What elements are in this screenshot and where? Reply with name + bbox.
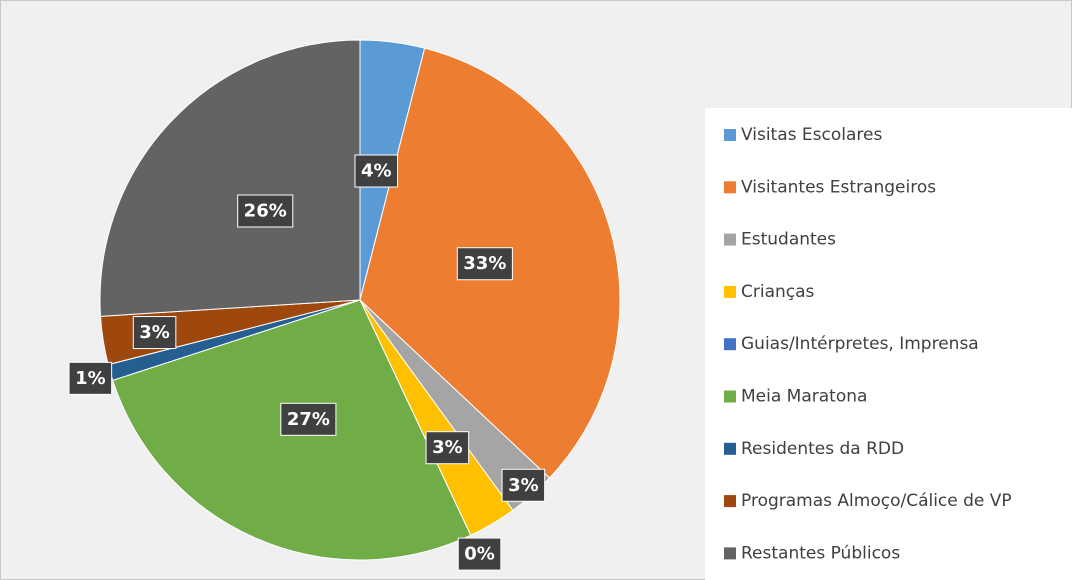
legend-label: Estudantes <box>741 230 836 250</box>
data-label-text: 3% <box>432 437 463 458</box>
legend-marker <box>724 442 736 455</box>
legend-label: Crianças <box>741 282 815 302</box>
legend-label: Residentes da RDD <box>741 439 904 459</box>
data-label-text: 3% <box>139 322 170 343</box>
legend-marker <box>724 547 736 560</box>
data-label: 3% <box>425 431 470 465</box>
data-label-text: 33% <box>463 253 506 274</box>
data-label-background <box>501 468 546 502</box>
legend-label: Meia Maratona <box>741 387 867 407</box>
legend-marker <box>724 233 736 246</box>
data-label-text: 3% <box>508 475 539 496</box>
legend-marker <box>724 495 736 508</box>
data-label: 27% <box>280 402 337 436</box>
legend-label: Visitantes Estrangeiros <box>741 177 936 197</box>
data-label-background <box>354 154 399 188</box>
legend-label: Visitas Escolares <box>741 125 882 145</box>
data-label: 26% <box>237 194 294 228</box>
data-label-background <box>425 431 470 465</box>
data-label-background <box>132 316 177 350</box>
legend-marker <box>724 338 736 351</box>
legend-marker <box>724 129 736 141</box>
data-label-background <box>457 537 502 571</box>
data-label-text: 26% <box>244 201 287 222</box>
data-label-text: 4% <box>361 161 392 182</box>
data-label-background <box>68 361 113 395</box>
data-label-text: 1% <box>75 368 106 389</box>
data-label: 3% <box>501 468 546 502</box>
legend-marker <box>724 285 736 298</box>
data-label: 33% <box>456 247 513 281</box>
data-label-background <box>456 247 513 281</box>
legend-label: Restantes Públicos <box>741 543 900 563</box>
data-label-background <box>280 402 337 436</box>
legend-marker <box>724 390 736 403</box>
data-label: 0% <box>457 537 502 571</box>
data-label-background <box>237 194 294 228</box>
data-label-text: 27% <box>287 409 330 430</box>
legend-label: Guias/Intérpretes, Imprensa <box>741 334 979 354</box>
data-label: 1% <box>68 361 113 395</box>
legend-label: Programas Almoço/Cálice de VP <box>741 491 1012 511</box>
data-label: 4% <box>354 154 399 188</box>
pie-slice <box>99 39 361 317</box>
data-label: 3% <box>132 316 177 350</box>
legend-marker <box>724 181 736 194</box>
data-label-text: 0% <box>464 544 495 565</box>
legend-box <box>705 108 1072 580</box>
